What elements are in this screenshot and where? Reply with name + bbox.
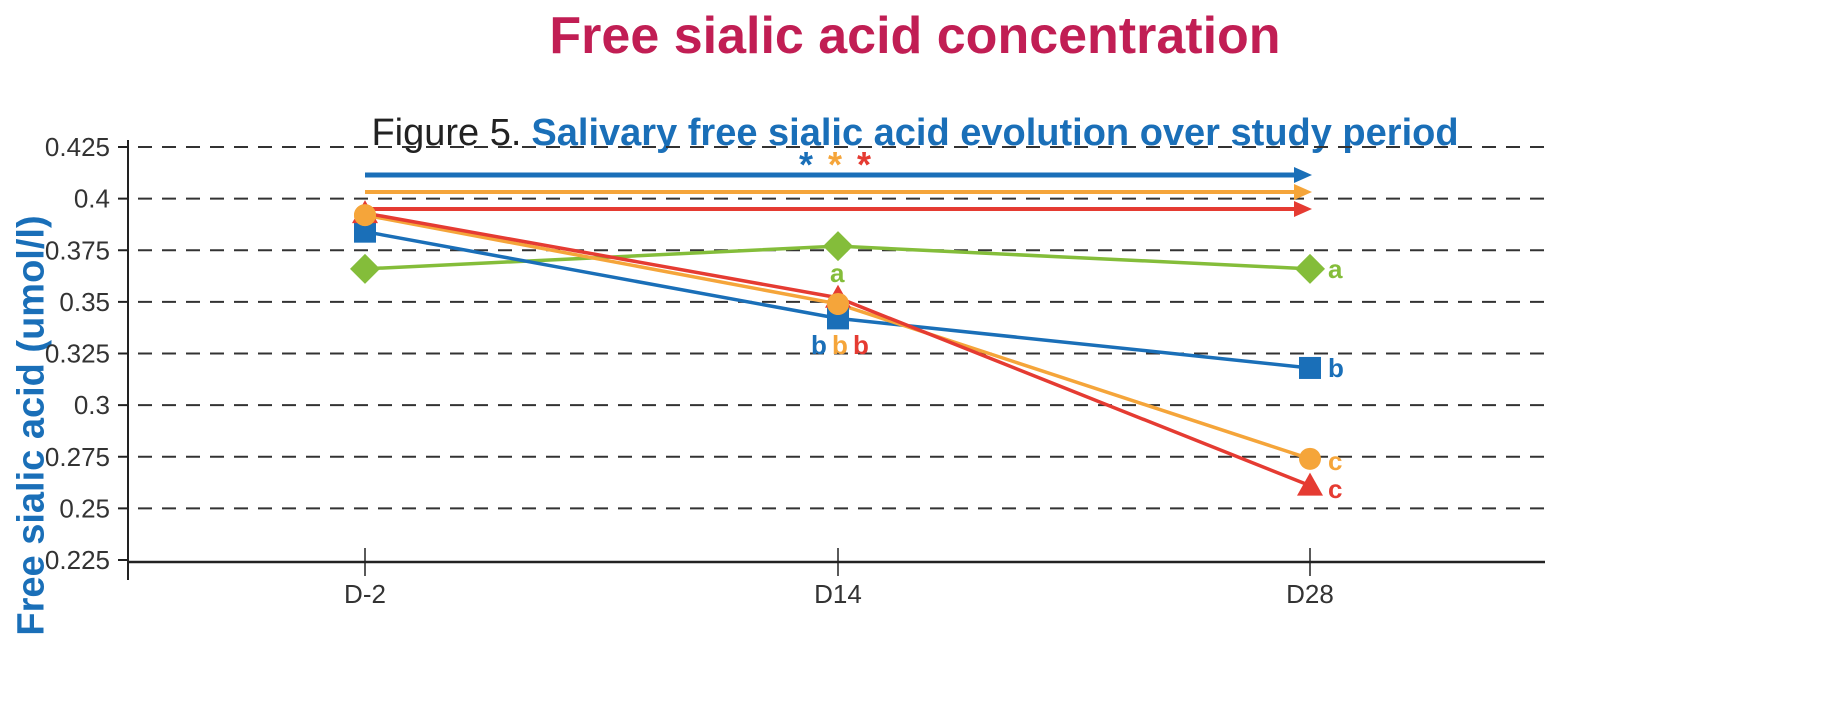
- y-tick-label: 0.275: [45, 442, 110, 472]
- figure-number: Figure 5.: [371, 112, 522, 154]
- significance-letter: b: [1328, 353, 1344, 383]
- circle-marker-icon: [1299, 447, 1321, 470]
- diamond-marker-icon: [823, 231, 853, 262]
- diamond-marker-icon: [1295, 253, 1325, 284]
- y-tick-label: 0.325: [45, 339, 110, 369]
- y-tick-label: 0.425: [45, 132, 110, 162]
- circle-marker-icon: [827, 292, 849, 315]
- significance-letter: b: [811, 330, 827, 360]
- x-tick-label: D-2: [344, 579, 386, 609]
- triangle-marker-icon: [1297, 472, 1323, 496]
- asterisk-icon: *: [857, 144, 871, 185]
- significance-letter: a: [830, 258, 845, 288]
- figure-caption-text: Salivary free sialic acid evolution over…: [531, 112, 1459, 154]
- y-tick-label: 0.35: [59, 287, 110, 317]
- asterisk-icon: *: [799, 144, 813, 185]
- axes: 0.425 0.4 0.375 0.35 0.325 0.3 0.275 0.25 0.225 D…: [45, 132, 1545, 609]
- significance-letter: c: [1328, 446, 1342, 476]
- arrowhead-icon: [1294, 201, 1312, 217]
- significance-letter: b: [853, 330, 869, 360]
- data-series: [350, 200, 1325, 496]
- y-tick-label: 0.25: [59, 493, 110, 523]
- arrowhead-icon: [1294, 167, 1312, 183]
- square-marker-icon: [1299, 356, 1321, 379]
- significance-letter: a: [1328, 254, 1343, 284]
- y-tick-label: 0.3: [74, 390, 110, 420]
- arrowhead-icon: [1294, 184, 1312, 200]
- significance-letter: c: [1328, 474, 1342, 504]
- significance-letter: b: [832, 330, 848, 360]
- y-tick-label: 0.375: [45, 235, 110, 265]
- x-tick-label: D28: [1286, 579, 1334, 609]
- diamond-marker-icon: [350, 253, 380, 284]
- significance-arrows: * * *: [365, 144, 1312, 217]
- circle-marker-icon: [354, 204, 376, 227]
- main-title: Free sialic acid concentration: [549, 7, 1281, 65]
- y-tick-label: 0.4: [74, 184, 110, 214]
- x-tick-label: D14: [814, 579, 862, 609]
- asterisk-icon: *: [828, 144, 842, 185]
- square-marker-icon: [354, 220, 376, 243]
- y-tick-label: 0.225: [45, 545, 110, 575]
- figure-caption: Figure 5. Salivary free sialic acid evolu…: [0, 112, 1830, 155]
